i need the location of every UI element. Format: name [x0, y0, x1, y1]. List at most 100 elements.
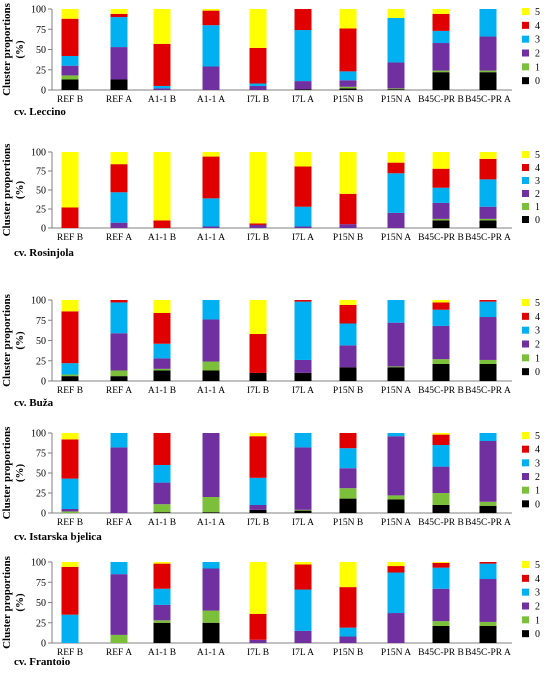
bar-segment	[339, 323, 357, 346]
bar-segment	[479, 152, 497, 159]
x-tick-label: REF A	[106, 648, 132, 658]
bar-segment	[61, 207, 79, 228]
bar-segment	[153, 620, 171, 623]
bar-segment	[110, 370, 128, 377]
bar-segment	[202, 10, 220, 26]
x-tick-label: B45C-PR A	[465, 233, 511, 243]
y-tick-label: 100	[31, 429, 46, 440]
bar-segment	[202, 300, 220, 320]
bar-segment	[339, 627, 357, 637]
bar-segment	[249, 223, 267, 225]
bar-segment	[153, 85, 171, 89]
legend-swatch	[522, 500, 529, 508]
bar-segment	[339, 562, 357, 588]
x-tick-label: I7L A	[292, 518, 314, 528]
bar-segment	[432, 466, 450, 493]
x-tick-label: B45C-PR B	[418, 648, 464, 658]
legend-swatch	[522, 432, 529, 439]
legend-label: 2	[535, 602, 540, 613]
x-tick-label: B45C-PR B	[418, 386, 464, 396]
panel-title: cv. Rosinjola	[14, 247, 74, 259]
bar-segment	[479, 220, 497, 228]
bar-segment	[479, 9, 497, 37]
legend-label: 2	[535, 340, 540, 351]
x-tick-label: REF B	[57, 648, 83, 658]
bar-segment	[61, 376, 79, 381]
bar-segment	[387, 367, 405, 381]
bar-segment	[110, 192, 128, 223]
bar-segment	[479, 363, 497, 381]
y-tick-label: 0	[41, 509, 46, 520]
x-tick-label: B45C-PR A	[465, 518, 511, 528]
bar-segment	[479, 505, 497, 513]
legend-swatch	[522, 63, 529, 71]
bar-segment	[387, 566, 405, 573]
legend-swatch	[522, 49, 529, 57]
bar-segment	[479, 317, 497, 360]
bar-segment	[479, 501, 497, 506]
bar-segment	[339, 9, 357, 29]
bar-segment	[249, 47, 267, 84]
legend-label: 0	[535, 499, 540, 510]
y-tick-label: 50	[36, 186, 46, 197]
bar-segment	[432, 621, 450, 626]
bar-segment	[339, 28, 357, 72]
legend-label: 5	[535, 560, 540, 571]
x-tick-label: P15N A	[381, 386, 411, 396]
bar-segment	[249, 639, 267, 643]
legend-swatch	[522, 203, 529, 210]
legend-swatch	[522, 459, 529, 467]
bar-segment	[153, 88, 171, 90]
legend-swatch	[522, 340, 529, 348]
bar-segment	[432, 562, 450, 568]
legend-swatch	[522, 177, 529, 184]
bar-segment	[479, 179, 497, 207]
bar-segment	[294, 301, 312, 360]
bar-segment	[339, 193, 357, 225]
bar-segment	[479, 206, 497, 219]
bar-segment	[202, 198, 220, 227]
bar-segment	[153, 368, 171, 371]
panel-title: cv. Leccino	[14, 106, 66, 118]
bar-segment	[202, 370, 220, 381]
bar-segment	[294, 564, 312, 590]
bar-segment	[294, 447, 312, 510]
y-tick-label: 75	[36, 25, 46, 36]
x-tick-label: I7L A	[292, 95, 314, 105]
legend-swatch	[522, 588, 529, 596]
bar-segment	[387, 613, 405, 643]
panel-title: cv. Frantoio	[14, 656, 71, 668]
bar-segment	[432, 567, 450, 589]
legend-label: 3	[535, 176, 540, 187]
y-axis-unit: (%)	[14, 40, 26, 59]
y-tick-label: 100	[31, 558, 46, 569]
x-tick-label: P15N B	[333, 518, 363, 528]
legend-label: 5	[535, 298, 540, 309]
bar-segment	[249, 509, 267, 513]
bar-segment	[249, 477, 267, 505]
bar-segment	[110, 152, 128, 165]
bar-segment	[153, 588, 171, 605]
x-tick-label: REF A	[106, 518, 132, 528]
y-axis-unit: (%)	[14, 181, 26, 200]
bar-segment	[479, 70, 497, 73]
y-tick-label: 100	[31, 5, 46, 16]
bar-segment	[110, 13, 128, 18]
bar-segment	[249, 83, 267, 86]
bar-segment	[153, 152, 171, 221]
bar-segment	[294, 89, 312, 90]
bar-segment	[479, 562, 497, 564]
bar-segment	[339, 224, 357, 228]
bar-segment	[432, 43, 450, 71]
legend-swatch	[522, 216, 529, 223]
bar-segment	[202, 226, 220, 228]
y-tick-label: 25	[36, 489, 46, 500]
bar-segment	[153, 343, 171, 359]
bar-segment	[479, 300, 497, 302]
x-tick-label: B45C-PR A	[465, 386, 511, 396]
bar-segment	[339, 152, 357, 194]
legend-label: 0	[535, 76, 540, 87]
bar-segment	[61, 55, 79, 66]
bar-segment	[110, 376, 128, 381]
